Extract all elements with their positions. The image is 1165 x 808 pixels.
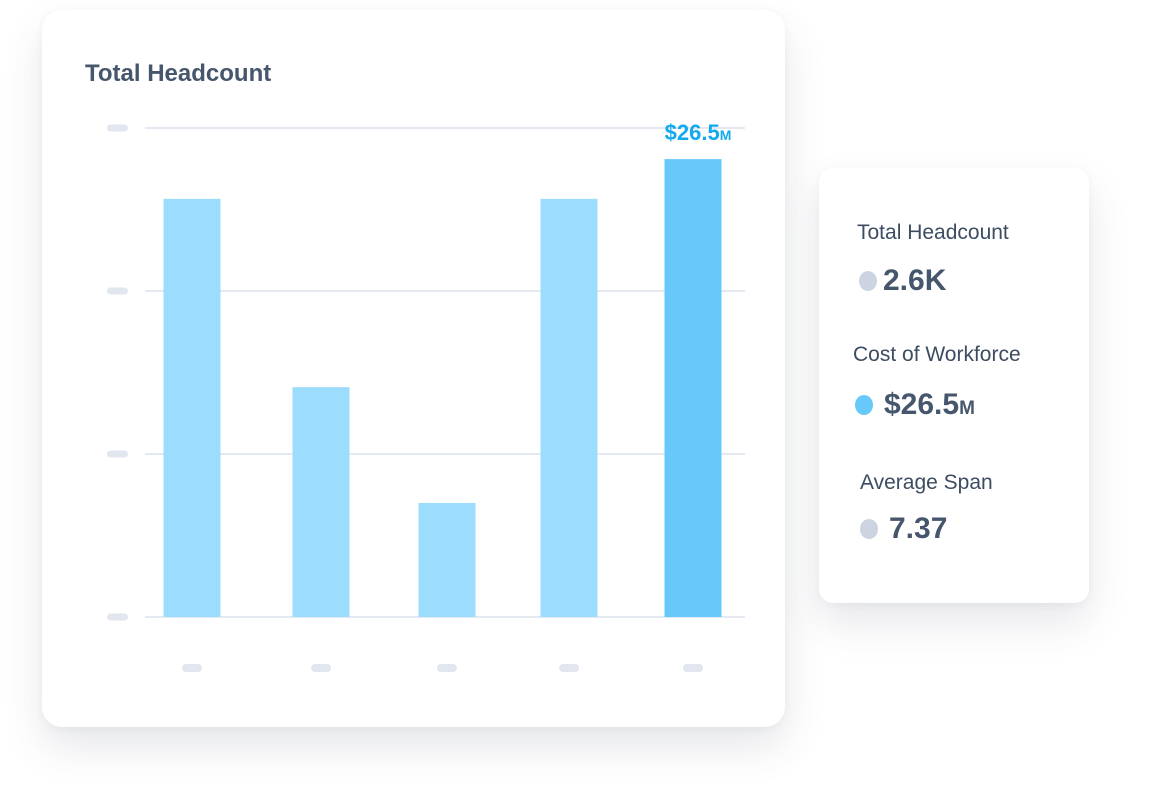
headcount-dot-icon: [859, 271, 877, 291]
data-label-value: $26.5: [665, 120, 720, 145]
stat-label-span: Average Span: [860, 471, 993, 494]
x-tick-placeholder: [683, 664, 703, 672]
y-tick-placeholder: [107, 124, 128, 132]
chart-title: Total Headcount: [85, 60, 272, 87]
summary-card: Total Headcount 2.6K Cost of Workforce $…: [819, 168, 1089, 603]
x-tick-placeholder: [311, 664, 331, 672]
stat-value-headcount: 2.6K: [883, 264, 947, 297]
y-tick-placeholder: [107, 287, 128, 295]
x-tick-placeholder: [559, 664, 579, 672]
span-dot-icon: [860, 519, 878, 539]
bar: [664, 159, 722, 617]
data-label-suffix: M: [720, 127, 732, 143]
stat-label-cost: Cost of Workforce: [853, 343, 1021, 366]
y-tick-placeholder: [107, 613, 128, 621]
y-tick-placeholder: [107, 450, 128, 458]
bar: [292, 387, 350, 617]
data-label: $26.5M: [665, 120, 732, 145]
cost-dot-icon: [855, 395, 873, 415]
x-tick-placeholder: [182, 664, 202, 672]
x-tick-placeholder: [437, 664, 457, 672]
stat-value-span: 7.37: [889, 512, 948, 545]
bar: [540, 198, 598, 617]
stat-value-cost: $26.5M: [884, 388, 975, 421]
bar: [418, 502, 476, 617]
stat-label-headcount: Total Headcount: [857, 221, 1009, 244]
bar: [163, 198, 221, 617]
